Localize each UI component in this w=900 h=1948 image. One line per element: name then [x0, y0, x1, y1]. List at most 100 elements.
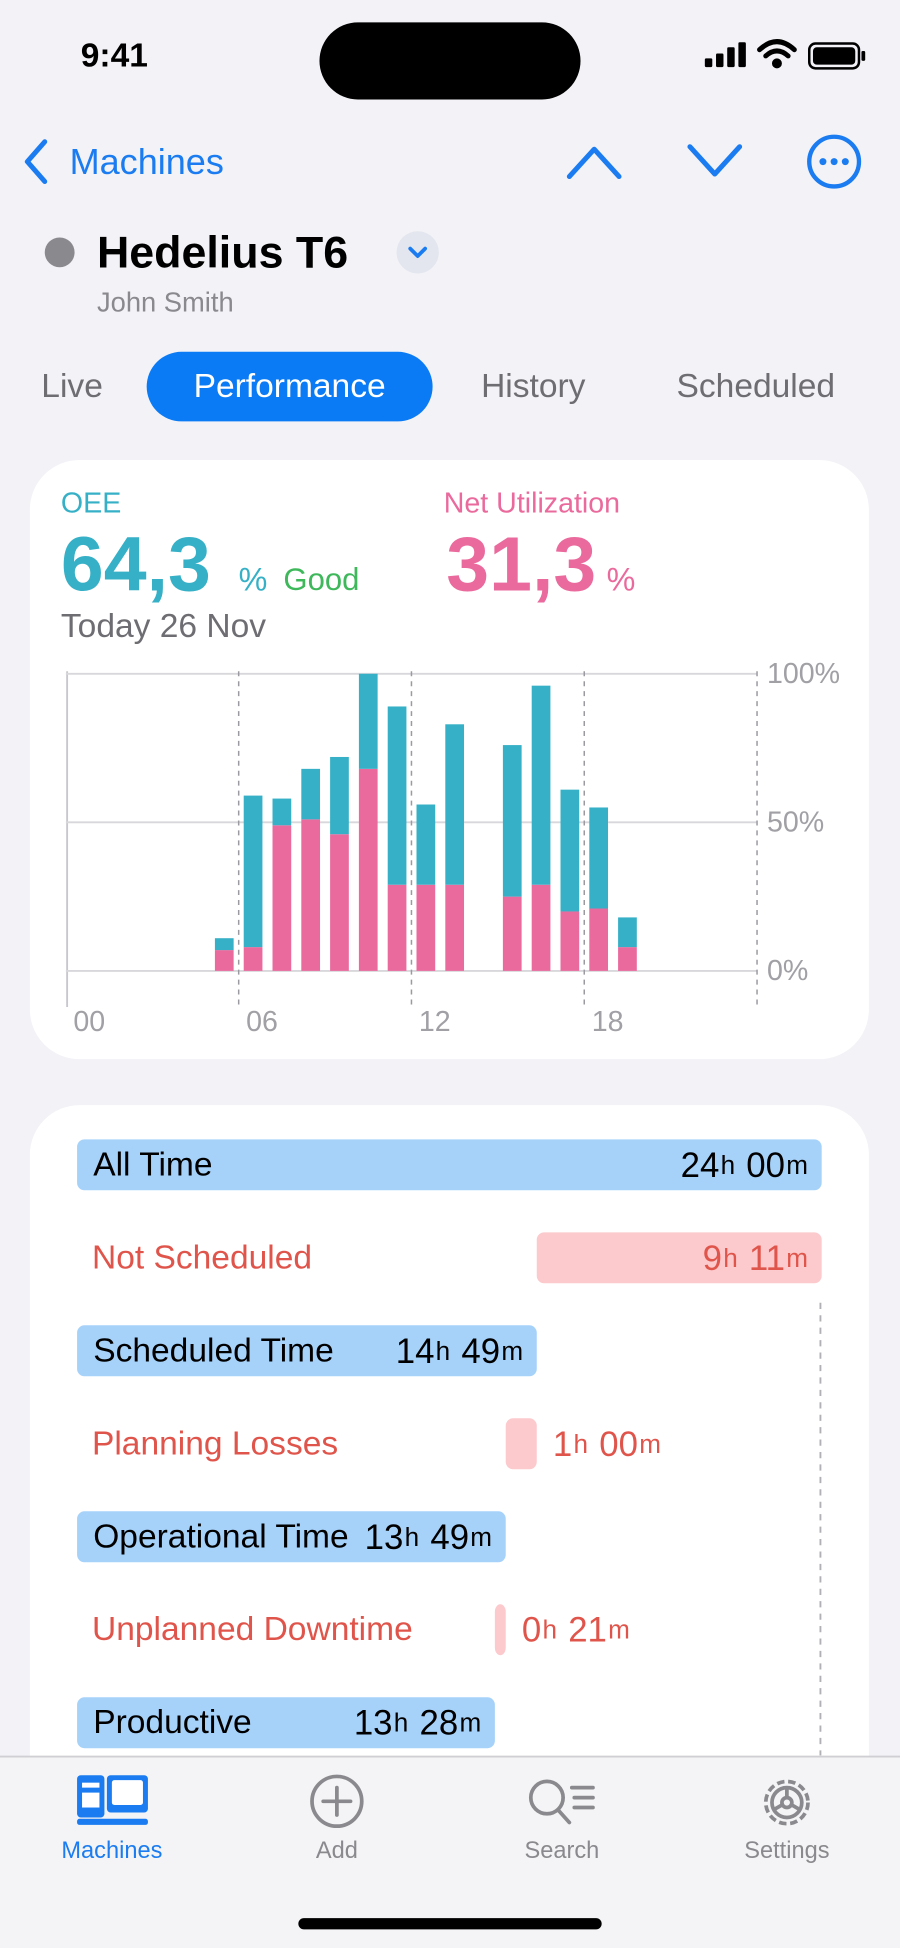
row-duration: 13h 28m: [354, 1703, 481, 1742]
bar-segment: [272, 798, 292, 826]
bar-segment: [387, 706, 407, 885]
row-label: Planning Losses: [92, 1425, 338, 1462]
oee-unit: %: [239, 561, 268, 597]
signal-icon: [704, 42, 746, 68]
bar-segment: [330, 834, 349, 971]
bar-segment: [502, 896, 522, 971]
add-icon[interactable]: [310, 1774, 364, 1829]
duration-hours: 1: [553, 1424, 572, 1463]
hour-unit: h: [436, 1336, 451, 1366]
x-tick-label: 06: [246, 1006, 278, 1038]
row-label: Operational Time: [93, 1518, 348, 1555]
minute-unit: m: [608, 1615, 630, 1645]
bar-segment: [445, 724, 465, 885]
minute-unit: m: [639, 1429, 661, 1459]
bar-segment: [301, 819, 321, 971]
duration-minutes: 11: [749, 1238, 785, 1277]
bar-segment: [301, 768, 321, 820]
bar-segment: [445, 884, 465, 971]
bar-segment: [330, 756, 349, 835]
chart: 0% 50% 100% 00 06 12 18: [65, 658, 840, 1038]
battery-icon: [808, 42, 866, 70]
oee-label: OEE: [61, 487, 121, 519]
bar-segment: [531, 884, 551, 971]
duration-minutes: 49: [461, 1331, 500, 1370]
hour-unit: h: [543, 1615, 558, 1645]
row-duration: 1h 00m: [553, 1424, 661, 1463]
row-label: Not Scheduled: [92, 1239, 312, 1276]
hour-unit: h: [394, 1708, 409, 1738]
tab-bar-label[interactable]: Settings: [744, 1838, 829, 1864]
loss-bar: [536, 1232, 822, 1284]
bar-segment: [243, 795, 263, 948]
row-duration: 24h 00m: [681, 1145, 808, 1184]
bar-segment: [387, 884, 407, 971]
tab[interactable]: Scheduled: [677, 368, 836, 405]
machines-icon[interactable]: [77, 1775, 148, 1825]
search-icon[interactable]: [528, 1779, 595, 1825]
tab-bar-label[interactable]: Machines: [61, 1838, 162, 1864]
machine-dropdown[interactable]: [396, 231, 439, 274]
row-duration: 9h 11m: [703, 1238, 808, 1277]
net-utilization-label: Net Utilization: [444, 487, 620, 519]
bar-segment: [214, 950, 234, 971]
y-tick-label: 50%: [767, 806, 824, 838]
row-duration: 14h 49m: [396, 1331, 523, 1370]
previous-button[interactable]: [566, 146, 622, 180]
row-label: Productive: [93, 1704, 251, 1741]
y-tick-label: 0%: [767, 955, 808, 987]
dynamic-island: [319, 22, 581, 100]
tab-bar-label[interactable]: Add: [316, 1838, 358, 1864]
bar-segment: [589, 908, 609, 971]
tab-selected-pill[interactable]: [146, 351, 433, 422]
bar-segment: [618, 947, 637, 971]
row-duration: 13h 49m: [365, 1517, 492, 1556]
tab-bar-label[interactable]: Search: [524, 1838, 599, 1864]
y-tick-label: 100%: [767, 658, 840, 690]
row-label: All Time: [93, 1146, 212, 1183]
x-tick-label: 00: [73, 1006, 105, 1038]
bar-segment: [589, 807, 609, 909]
oee-status: Good: [283, 562, 359, 597]
bar-segment: [214, 938, 234, 951]
duration-minutes: 49: [430, 1517, 469, 1556]
back-button[interactable]: Machines: [70, 141, 224, 182]
x-tick-label: 12: [419, 1006, 451, 1038]
more-button[interactable]: [807, 134, 862, 189]
bar-segment: [272, 825, 292, 971]
bar-segment: [560, 911, 580, 971]
duration-hours: 0: [522, 1610, 541, 1649]
machine-title: Hedelius T6: [97, 227, 348, 277]
bar-segment: [358, 768, 378, 971]
oee-value: 64,3: [61, 521, 211, 607]
time-bar: [77, 1139, 822, 1191]
tab[interactable]: History: [481, 368, 586, 405]
tab[interactable]: Performance: [194, 368, 386, 405]
duration-minutes: 00: [746, 1145, 785, 1184]
minute-unit: m: [470, 1522, 492, 1552]
minute-unit: m: [786, 1150, 808, 1180]
bar-segment: [531, 685, 551, 885]
x-tick-label: 18: [592, 1006, 624, 1038]
row-duration: 0h 21m: [522, 1610, 630, 1649]
status-time: 9:41: [81, 37, 148, 74]
status-dot: [44, 237, 75, 268]
settings-icon[interactable]: [763, 1779, 810, 1826]
bar-segment: [358, 673, 378, 769]
bar-segment: [416, 884, 436, 971]
net-utilization-unit: %: [607, 561, 636, 597]
back-chevron[interactable]: [24, 139, 48, 184]
tab-bar-labels: Machines Add Search Settings: [61, 1838, 829, 1864]
loss-bar: [494, 1604, 506, 1656]
bar-segment: [502, 745, 522, 897]
tab[interactable]: Live: [41, 368, 103, 405]
row-label: Scheduled Time: [93, 1332, 334, 1369]
minute-unit: m: [459, 1708, 481, 1738]
duration-hours: 9: [703, 1238, 722, 1277]
duration-hours: 14: [396, 1331, 435, 1370]
time-bar: [77, 1697, 495, 1749]
minute-unit: m: [501, 1336, 523, 1366]
minute-unit: m: [786, 1243, 808, 1273]
time-bar: [77, 1325, 537, 1377]
next-button[interactable]: [687, 144, 743, 177]
